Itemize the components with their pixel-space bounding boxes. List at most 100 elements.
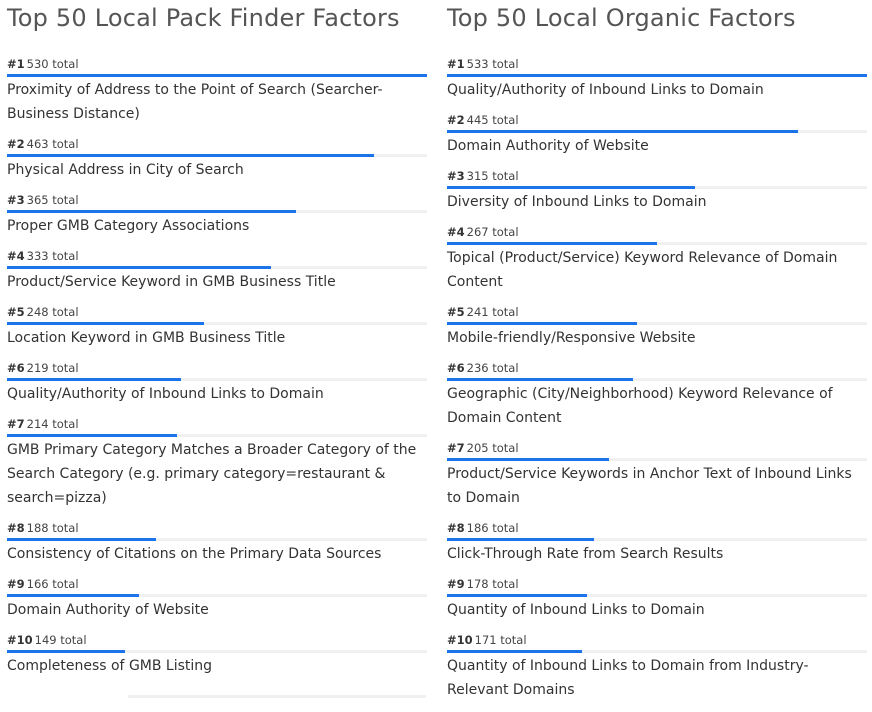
factor-item: #1 533 total Quality/Authority of Inbound …: [447, 56, 867, 112]
local-pack-finder-title: Top 50 Local Pack Finder Factors: [7, 4, 400, 32]
bottom-divider: [128, 695, 426, 698]
rank-line: #7 205 total: [447, 440, 867, 456]
total-label: 315 total: [466, 169, 519, 183]
rank-number: #8: [7, 521, 25, 535]
bar-track: [7, 434, 427, 437]
factor-label: Topical (Product/Service) Keyword Releva…: [447, 250, 838, 290]
rank-line: #2 445 total: [447, 112, 867, 128]
total-label: 267 total: [466, 225, 519, 239]
rank-number: #3: [447, 169, 465, 183]
total-label: 236 total: [466, 361, 519, 375]
factor-item: #9 166 total Domain Authority of Website: [7, 576, 427, 632]
rank-number: #7: [7, 417, 25, 431]
rank-line: #9 166 total: [7, 576, 427, 592]
factor-label: Quality/Authority of Inbound Links to Do…: [447, 82, 764, 98]
bar-track: [447, 322, 867, 325]
rank-number: #10: [7, 633, 33, 647]
bar-track: [447, 130, 867, 133]
factor-item: #3 315 total Diversity of Inbound Links to…: [447, 168, 867, 224]
factor-label: Location Keyword in GMB Business Title: [7, 330, 286, 346]
rank-number: #9: [447, 577, 465, 591]
bar-track: [7, 322, 427, 325]
factor-item: #4 267 total Topical (Product/Service) Key…: [447, 224, 867, 304]
total-label: 186 total: [466, 521, 519, 535]
factor-label: Diversity of Inbound Links to Domain: [447, 194, 707, 210]
rank-line: #8 186 total: [447, 520, 867, 536]
bar-fill: [447, 74, 867, 77]
bar-fill: [447, 594, 587, 597]
total-label: 205 total: [466, 441, 519, 455]
factor-item: #6 236 total Geographic (City/Neighborhood…: [447, 360, 867, 440]
rank-line: #5 248 total: [7, 304, 427, 320]
rank-number: #3: [7, 193, 25, 207]
factor-label: Proper GMB Category Associations: [7, 218, 250, 234]
factor-label: Quality/Authority of Inbound Links to Do…: [7, 386, 324, 402]
bar-fill: [447, 322, 637, 325]
local-organic-list: #1 533 total Quality/Authority of Inbound …: [447, 56, 867, 712]
factor-item: #1 530 total Proximity of Address to the P…: [7, 56, 427, 136]
rank-number: #6: [447, 361, 465, 375]
factor-item: #5 241 total Mobile-friendly/Responsive We…: [447, 304, 867, 360]
factor-item: #6 219 total Quality/Authority of Inbound …: [7, 360, 427, 416]
bar-fill: [7, 266, 271, 269]
rank-number: #6: [7, 361, 25, 375]
rank-line: #10 149 total: [7, 632, 427, 648]
factor-item: #7 214 total GMB Primary Category Matches …: [7, 416, 427, 520]
rank-line: #3 365 total: [7, 192, 427, 208]
total-label: 219 total: [26, 361, 79, 375]
factor-label: Product/Service Keywords in Anchor Text …: [447, 466, 852, 506]
bar-fill: [447, 130, 798, 133]
rank-number: #1: [447, 57, 465, 71]
bar-fill: [7, 210, 296, 213]
bar-fill: [447, 242, 657, 245]
rank-line: #7 214 total: [7, 416, 427, 432]
bar-fill: [7, 538, 156, 541]
rank-line: #2 463 total: [7, 136, 427, 152]
rank-line: #1 533 total: [447, 56, 867, 72]
rank-number: #2: [447, 113, 465, 127]
total-label: 166 total: [26, 577, 79, 591]
bar-fill: [447, 650, 582, 653]
total-label: 530 total: [26, 57, 79, 71]
rank-line: #1 530 total: [7, 56, 427, 72]
bar-fill: [7, 434, 177, 437]
bar-track: [7, 538, 427, 541]
factor-item: #8 186 total Click-Through Rate from Searc…: [447, 520, 867, 576]
total-label: 178 total: [466, 577, 519, 591]
rank-number: #8: [447, 521, 465, 535]
bar-track: [447, 186, 867, 189]
bar-track: [7, 154, 427, 157]
rank-number: #7: [447, 441, 465, 455]
rank-number: #5: [447, 305, 465, 319]
rank-line: #3 315 total: [447, 168, 867, 184]
factor-label: Mobile-friendly/Responsive Website: [447, 330, 696, 346]
local-organic-column: Top 50 Local Organic Factors #1 533 total…: [447, 0, 867, 712]
factor-label: Domain Authority of Website: [7, 602, 209, 618]
total-label: 171 total: [474, 633, 527, 647]
bar-track: [447, 594, 867, 597]
total-label: 188 total: [26, 521, 79, 535]
factor-label: GMB Primary Category Matches a Broader C…: [7, 442, 417, 506]
local-organic-title: Top 50 Local Organic Factors: [447, 4, 796, 32]
rank-line: #4 267 total: [447, 224, 867, 240]
factor-item: #3 365 total Proper GMB Category Associati…: [7, 192, 427, 248]
local-pack-finder-column: Top 50 Local Pack Finder Factors #1 530 t…: [7, 0, 427, 688]
bar-fill: [447, 378, 633, 381]
factor-label: Completeness of GMB Listing: [7, 658, 213, 674]
bar-track: [447, 458, 867, 461]
rank-number: #2: [7, 137, 25, 151]
factor-label: Quantity of Inbound Links to Domain: [447, 602, 705, 618]
total-label: 463 total: [26, 137, 79, 151]
bar-fill: [7, 322, 204, 325]
factor-label: Proximity of Address to the Point of Sea…: [7, 82, 383, 122]
bar-fill: [447, 186, 695, 189]
total-label: 333 total: [26, 249, 79, 263]
local-pack-finder-list: #1 530 total Proximity of Address to the P…: [7, 56, 427, 688]
factor-item: #10 171 total Quantity of Inbound Links to…: [447, 632, 867, 712]
factor-label: Consistency of Citations on the Primary …: [7, 546, 382, 562]
factor-label: Quantity of Inbound Links to Domain from…: [447, 658, 809, 698]
total-label: 533 total: [466, 57, 519, 71]
factor-label: Click-Through Rate from Search Results: [447, 546, 724, 562]
bar-track: [447, 538, 867, 541]
rank-number: #9: [7, 577, 25, 591]
